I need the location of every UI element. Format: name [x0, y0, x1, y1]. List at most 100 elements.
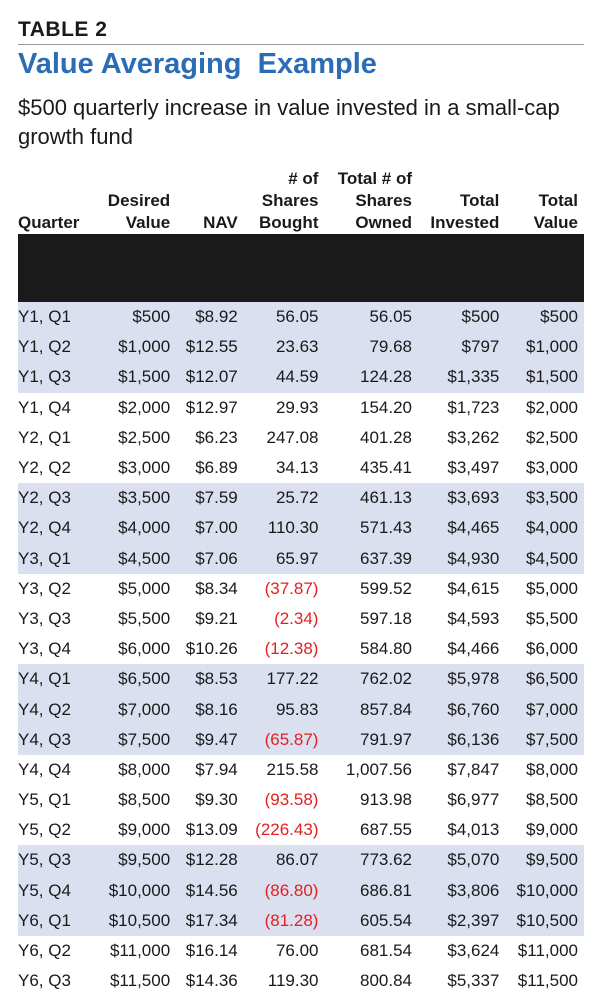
- cell-bought: 76.00: [275, 941, 319, 961]
- cell-quarter: Y1, Q1: [18, 302, 97, 333]
- cell-value: $9,000: [526, 820, 578, 840]
- cell-bought: 215.58: [266, 759, 319, 779]
- cell-nav: $17.34: [176, 905, 244, 936]
- column-header-total-invested: Total Invested: [418, 166, 505, 234]
- cell-desired: $2,500: [118, 427, 171, 447]
- cell-invested: $7,847: [447, 759, 500, 779]
- cell-desired: $3,000: [118, 458, 171, 478]
- cell-owned: 637.39: [324, 543, 419, 574]
- cell-invested: $4,593: [447, 608, 500, 628]
- cell-nav: $7.94: [195, 759, 238, 779]
- cell-quarter: Y6, Q3: [18, 971, 71, 991]
- cell-bought: 86.07: [243, 845, 325, 876]
- column-header-line: Quarter: [18, 213, 80, 232]
- cell-invested: $1,723: [447, 397, 500, 417]
- cell-invested: $2,397: [418, 905, 506, 936]
- cell-nav: $12.97: [185, 397, 238, 417]
- cell-bought: (93.58): [264, 790, 319, 810]
- cell-bought: (226.43): [255, 820, 319, 840]
- table-row: Y5, Q2 $9,000 $13.09 (226.43) 687.55 $4,013 $9…: [18, 815, 584, 845]
- table-row: Y4, Q4 $8,000 $7.94 215.58 1,007.56 $7,847 $8,…: [18, 755, 584, 785]
- cell-desired: $8,500: [118, 790, 171, 810]
- cell-nav: $12.28: [176, 845, 244, 876]
- cell-desired: $11,000: [109, 941, 171, 961]
- table-label: TABLE 2: [18, 18, 108, 41]
- cell-bought: 95.83: [243, 694, 325, 725]
- cell-quarter: Y6, Q1: [18, 905, 97, 936]
- column-header-line: Value: [533, 213, 578, 232]
- cell-quarter: Y4, Q4: [18, 759, 71, 779]
- cell-quarter: Y4, Q2: [18, 694, 97, 725]
- cell-owned: 687.55: [360, 820, 413, 840]
- column-header-shares-bought: # of Shares Bought: [244, 166, 325, 234]
- cell-bought: 56.05: [243, 302, 325, 333]
- cell-nav: $6.23: [195, 427, 238, 447]
- table-row: Y2, Q2 $3,000 $6.89 34.13 435.41 $3,497 $3,000: [18, 453, 584, 483]
- cell-desired: $7,000: [96, 694, 177, 725]
- cell-nav: $7.06: [176, 543, 244, 574]
- cell-desired: $6,000: [118, 639, 171, 659]
- column-header-line: Desired: [107, 191, 171, 210]
- cell-invested: $3,497: [447, 458, 500, 478]
- column-header-line: # of: [288, 169, 319, 188]
- column-header-line: Value: [125, 213, 171, 232]
- cell-nav: $6.89: [195, 458, 238, 478]
- cell-invested: $500: [418, 302, 506, 333]
- cell-invested: $3,806: [418, 875, 506, 906]
- cell-owned: 800.84: [360, 971, 413, 991]
- cell-invested: $3,624: [447, 941, 500, 961]
- cell-nav: $9.47: [176, 724, 244, 755]
- cell-nav: $14.36: [185, 971, 238, 991]
- cell-nav: $7.59: [176, 483, 244, 514]
- cell-value: $8,500: [526, 790, 578, 810]
- cell-desired: $4,500: [96, 543, 177, 574]
- table-row: Y4, Q2 $7,000 $8.16 95.83 857.84 $6,760 $7,000: [18, 694, 584, 725]
- cell-bought: 177.22: [243, 664, 325, 695]
- cell-owned: 154.20: [360, 397, 413, 417]
- cell-owned: 79.68: [324, 332, 419, 363]
- cell-invested: $4,465: [418, 513, 506, 544]
- cell-value: $1,000: [505, 332, 584, 363]
- cell-desired: $500: [96, 302, 177, 333]
- cell-nav: $7.00: [176, 513, 244, 544]
- label-rule: [18, 44, 584, 45]
- cell-bought: 34.13: [275, 458, 319, 478]
- cell-owned: 461.13: [324, 483, 419, 514]
- cell-desired: $5,500: [118, 608, 171, 628]
- table-body: Y1, Q1 $500 $8.92 56.05 56.05 $500 $500 Y1, Q2 $…: [18, 302, 584, 996]
- cell-value: $10,000: [505, 875, 584, 906]
- cell-owned: 686.81: [324, 875, 419, 906]
- cell-bought: 44.59: [243, 362, 325, 393]
- cell-desired: $5,000: [118, 578, 171, 598]
- cell-value: $5,000: [526, 578, 578, 598]
- table-row: Y4, Q3 $7,500 $9.47 (65.87) 791.97 $6,136 $7,5…: [18, 724, 584, 755]
- cell-value: $6,000: [526, 639, 578, 659]
- column-header-desired-value: Desired Value: [97, 166, 177, 234]
- cell-bought: (2.34): [274, 608, 319, 628]
- column-header-quarter: Quarter: [18, 166, 97, 234]
- cell-desired: $1,500: [96, 362, 177, 393]
- table-row: Y2, Q1 $2,500 $6.23 247.08 401.28 $3,262 $2,50…: [18, 423, 584, 453]
- cell-quarter: Y4, Q1: [18, 664, 97, 695]
- cell-nav: $8.16: [176, 694, 244, 725]
- document-page: TABLE 2 Value Averaging Example $500 qua…: [18, 18, 584, 990]
- cell-bought: 247.08: [266, 427, 319, 447]
- cell-owned: 913.98: [360, 790, 413, 810]
- cell-desired: $6,500: [96, 664, 177, 695]
- cell-bought: (65.87): [243, 724, 325, 755]
- cell-quarter: Y5, Q2: [18, 820, 71, 840]
- cell-value: $8,000: [526, 759, 578, 779]
- value-averaging-table: Quarter Desired Value NAV # of Shares Bought To…: [18, 166, 584, 996]
- cell-desired: $11,500: [109, 971, 171, 991]
- cell-quarter: Y3, Q4: [18, 639, 71, 659]
- cell-nav: $8.53: [176, 664, 244, 695]
- cell-value: $2,000: [526, 397, 578, 417]
- cell-desired: $9,500: [96, 845, 177, 876]
- table-row: Y2, Q4 $4,000 $7.00 110.30 571.43 $4,465 $4,00…: [18, 513, 584, 544]
- cell-desired: $7,500: [96, 724, 177, 755]
- table-row: Y4, Q1 $6,500 $8.53 177.22 762.02 $5,978 $6,50…: [18, 664, 584, 695]
- column-header-line: Owned: [355, 213, 413, 232]
- table-title: Value Averaging Example: [18, 48, 377, 80]
- header-rule: [18, 234, 584, 302]
- table-row: Y5, Q4 $10,000 $14.56 (86.80) 686.81 $3,806 $1…: [18, 875, 584, 906]
